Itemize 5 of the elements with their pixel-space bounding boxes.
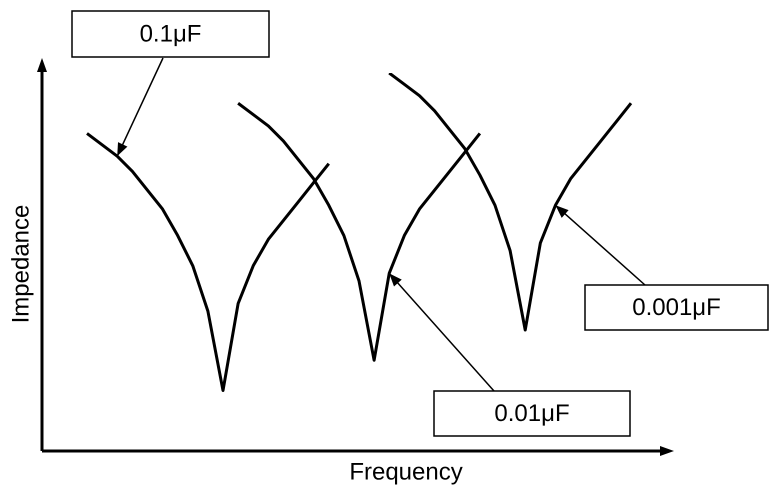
text: 0.001μF xyxy=(632,294,721,322)
text: 0.01μF xyxy=(494,400,570,428)
x-axis-title: Frequency xyxy=(349,458,463,486)
text: 0.1μF xyxy=(140,20,202,48)
y-axis-title: Impedance xyxy=(8,204,35,324)
